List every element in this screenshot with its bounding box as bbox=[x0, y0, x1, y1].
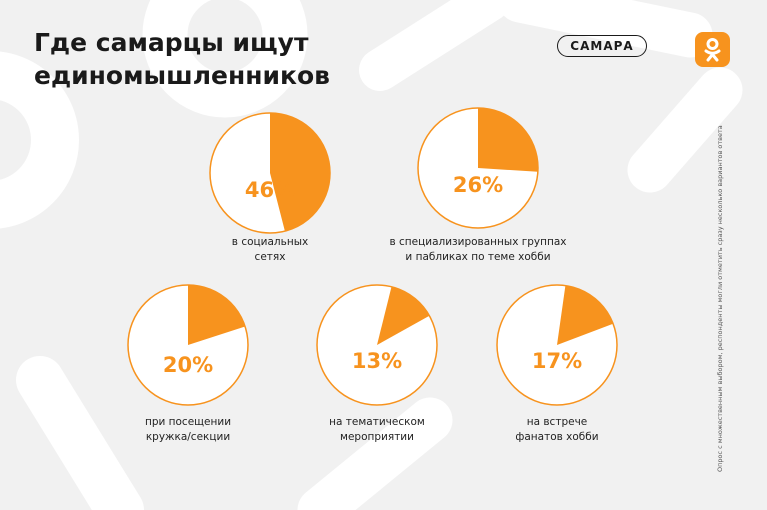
category-label: при посещении bbox=[145, 416, 231, 428]
category-label: в социальных bbox=[232, 236, 308, 248]
category-label: на встрече bbox=[527, 416, 588, 428]
pie-chart-4: 13% на тематическом мероприятии bbox=[316, 284, 438, 443]
percent-label: 46% bbox=[245, 178, 295, 202]
percent-label: 26% bbox=[453, 173, 503, 197]
odnoklassniki-logo-icon bbox=[695, 32, 730, 67]
category-label: фанатов хобби bbox=[515, 431, 598, 443]
title-line-2: единомышленников bbox=[34, 61, 330, 90]
pie-slice bbox=[270, 113, 330, 232]
category-label: кружка/секции bbox=[146, 431, 230, 443]
city-badge: САМАРА bbox=[557, 35, 647, 57]
category-label: в специализированных группах bbox=[389, 236, 566, 248]
pie-slice bbox=[377, 286, 430, 345]
pie-chart-2: 26% в специализированных группах и паблика… bbox=[389, 107, 567, 263]
percent-label: 17% bbox=[532, 349, 582, 373]
percent-label: 20% bbox=[163, 353, 213, 377]
pie-chart-3: 20% при посещении кружка/секции bbox=[127, 284, 249, 443]
pie-chart-5: 17% на встрече фанатов хобби bbox=[496, 284, 618, 443]
category-label: мероприятии bbox=[340, 431, 414, 443]
title-line-1: Где самарцы ищут bbox=[34, 28, 309, 57]
pie-slice bbox=[557, 285, 614, 345]
pie-slice bbox=[478, 107, 539, 172]
pie-chart-1: 46% в социальных сетях bbox=[209, 112, 331, 263]
category-label: сетях bbox=[255, 251, 286, 263]
category-label: и пабликах по теме хобби bbox=[405, 251, 550, 263]
category-label: на тематическом bbox=[329, 416, 425, 428]
pie-slice bbox=[188, 285, 246, 345]
percent-label: 13% bbox=[352, 349, 402, 373]
page-title: Где самарцы ищут единомышленников bbox=[34, 26, 330, 92]
